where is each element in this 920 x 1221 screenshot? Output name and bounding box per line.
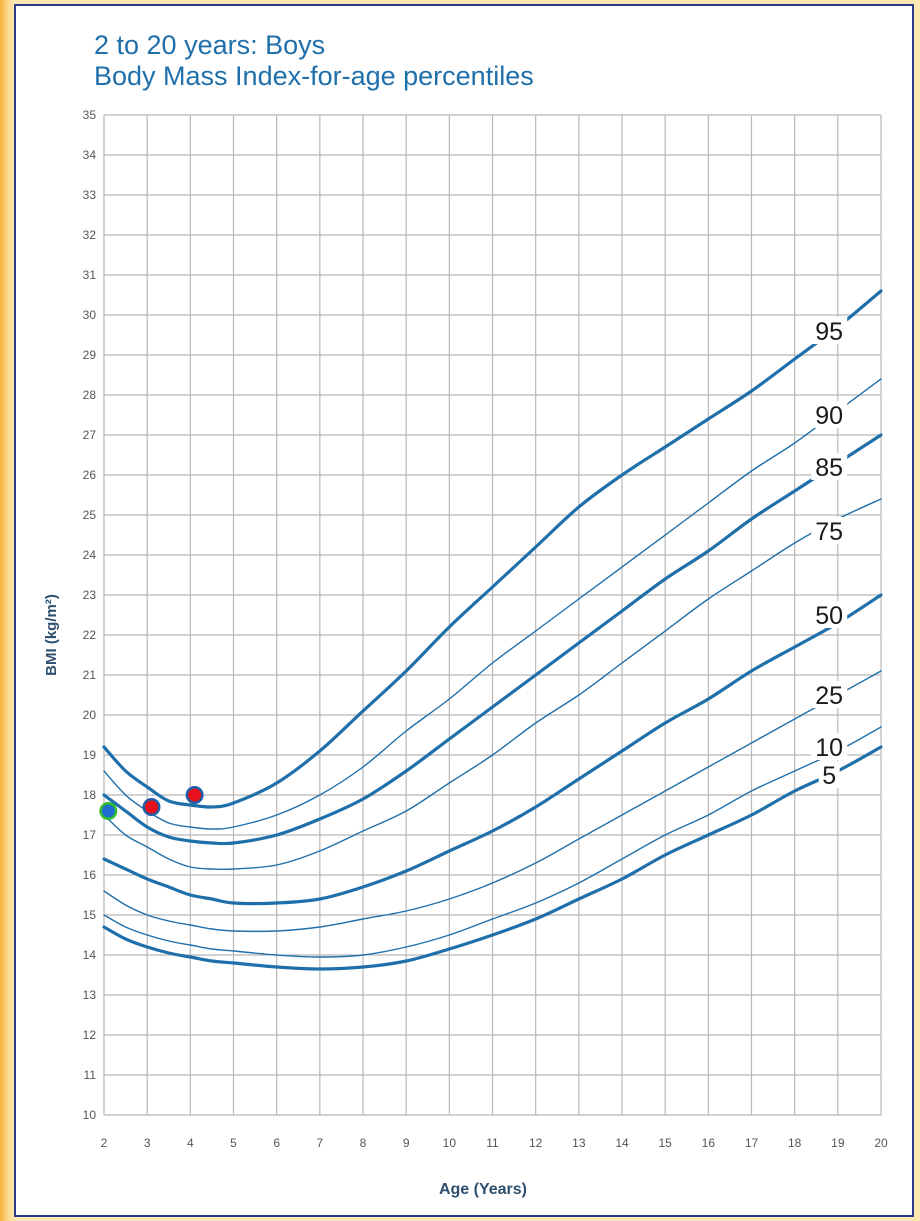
data-point <box>101 804 115 818</box>
y-tick-label: 17 <box>83 828 97 842</box>
percentile-label-25: 25 <box>815 682 843 710</box>
x-tick-label: 19 <box>831 1136 845 1150</box>
percentile-label-10: 10 <box>815 734 843 762</box>
y-tick-label: 18 <box>83 788 97 802</box>
y-tick-label: 30 <box>83 308 97 322</box>
y-tick-label: 10 <box>83 1108 97 1122</box>
x-tick-label: 10 <box>443 1136 457 1150</box>
x-tick-label: 3 <box>144 1136 151 1150</box>
y-tick-label: 14 <box>83 948 97 962</box>
x-tick-label: 12 <box>529 1136 543 1150</box>
y-tick-label: 28 <box>83 388 97 402</box>
percentile-curve-25 <box>103 670 882 933</box>
percentile-label-bg <box>818 761 840 788</box>
chart-title-line1: 2 to 20 years: Boys <box>94 30 326 60</box>
percentile-label-bg <box>811 681 848 708</box>
x-tick-label: 17 <box>745 1136 759 1150</box>
y-axis-title: BMI (kg/m²) <box>43 594 60 676</box>
percentile-label-75: 75 <box>815 518 843 546</box>
chart-title: 2 to 20 years: Boys Body Mass Index-for-… <box>94 30 534 92</box>
percentile-labels: 95 90 85 75 50 25 105 <box>811 317 848 790</box>
x-tick-label: 13 <box>572 1136 586 1150</box>
y-tick-label: 32 <box>83 228 97 242</box>
y-tick-label: 19 <box>83 748 97 762</box>
x-tick-label: 20 <box>874 1136 888 1150</box>
percentile-label-85: 85 <box>815 454 843 482</box>
x-tick-label: 7 <box>316 1136 323 1150</box>
x-tick-label: 4 <box>187 1136 194 1150</box>
y-tick-label: 29 <box>83 348 97 362</box>
percentile-curve-10 <box>103 726 882 958</box>
percentile-curve-5 <box>102 745 883 971</box>
percentile-label-5: 5 <box>822 762 836 790</box>
x-tick-label: 2 <box>101 1136 108 1150</box>
y-tick-labels: 10 11 12 13 14 15 16 17 18 19 20 21 22 23 24 25 26 27 28 29… <box>83 108 97 1122</box>
percentile-label-95: 95 <box>815 318 843 346</box>
grid <box>103 114 882 1116</box>
y-tick-label: 33 <box>83 188 97 202</box>
y-tick-label: 12 <box>83 1028 97 1042</box>
percentile-curve-90 <box>103 378 882 830</box>
y-tick-label: 15 <box>83 908 97 922</box>
y-tick-label: 11 <box>84 1068 97 1082</box>
percentile-label-bg <box>811 401 848 428</box>
percentile-label-50: 50 <box>815 602 843 630</box>
y-tick-label: 25 <box>83 508 97 522</box>
x-tick-labels: 2 3 4 5 6 7 8 9 10 11 12 13 14 15 16 17 18 19 20 <box>101 1136 888 1150</box>
x-tick-label: 18 <box>788 1136 802 1150</box>
data-point <box>144 800 158 814</box>
percentile-curve-50 <box>102 593 883 906</box>
y-tick-label: 24 <box>83 548 97 562</box>
y-tick-label: 35 <box>83 108 97 122</box>
percentile-curves <box>102 289 883 971</box>
chart-frame <box>14 4 914 1217</box>
y-tick-label: 34 <box>83 148 97 162</box>
percentile-curve-85 <box>102 433 883 846</box>
x-tick-label: 11 <box>486 1136 499 1150</box>
x-tick-label: 5 <box>230 1136 237 1150</box>
y-tick-label: 21 <box>83 668 97 682</box>
percentile-label-bg <box>811 317 848 344</box>
percentile-curve-95 <box>102 289 883 809</box>
chart-title-line2: Body Mass Index-for-age percentiles <box>94 61 534 91</box>
y-tick-label: 26 <box>83 468 97 482</box>
y-tick-label: 16 <box>83 868 97 882</box>
percentile-label-bg <box>811 601 848 628</box>
y-tick-label: 13 <box>83 988 97 1002</box>
percentile-label-90: 90 <box>815 402 843 430</box>
data-point <box>188 788 202 802</box>
x-tick-label: 15 <box>658 1136 672 1150</box>
y-tick-label: 23 <box>83 588 97 602</box>
percentile-label-bg <box>811 517 848 544</box>
y-tick-label: 20 <box>83 708 97 722</box>
y-tick-label: 31 <box>83 268 97 282</box>
y-tick-label: 27 <box>83 428 97 442</box>
y-tick-label: 22 <box>83 628 97 642</box>
x-tick-label: 6 <box>273 1136 280 1150</box>
data-points <box>99 786 204 820</box>
x-tick-label: 8 <box>360 1136 367 1150</box>
x-tick-label: 9 <box>403 1136 410 1150</box>
x-tick-label: 14 <box>615 1136 629 1150</box>
x-tick-label: 16 <box>702 1136 716 1150</box>
percentile-label-bg <box>811 733 848 760</box>
x-axis-title: Age (Years) <box>439 1181 527 1198</box>
percentile-curve-75 <box>103 498 882 871</box>
percentile-label-bg <box>811 453 848 480</box>
